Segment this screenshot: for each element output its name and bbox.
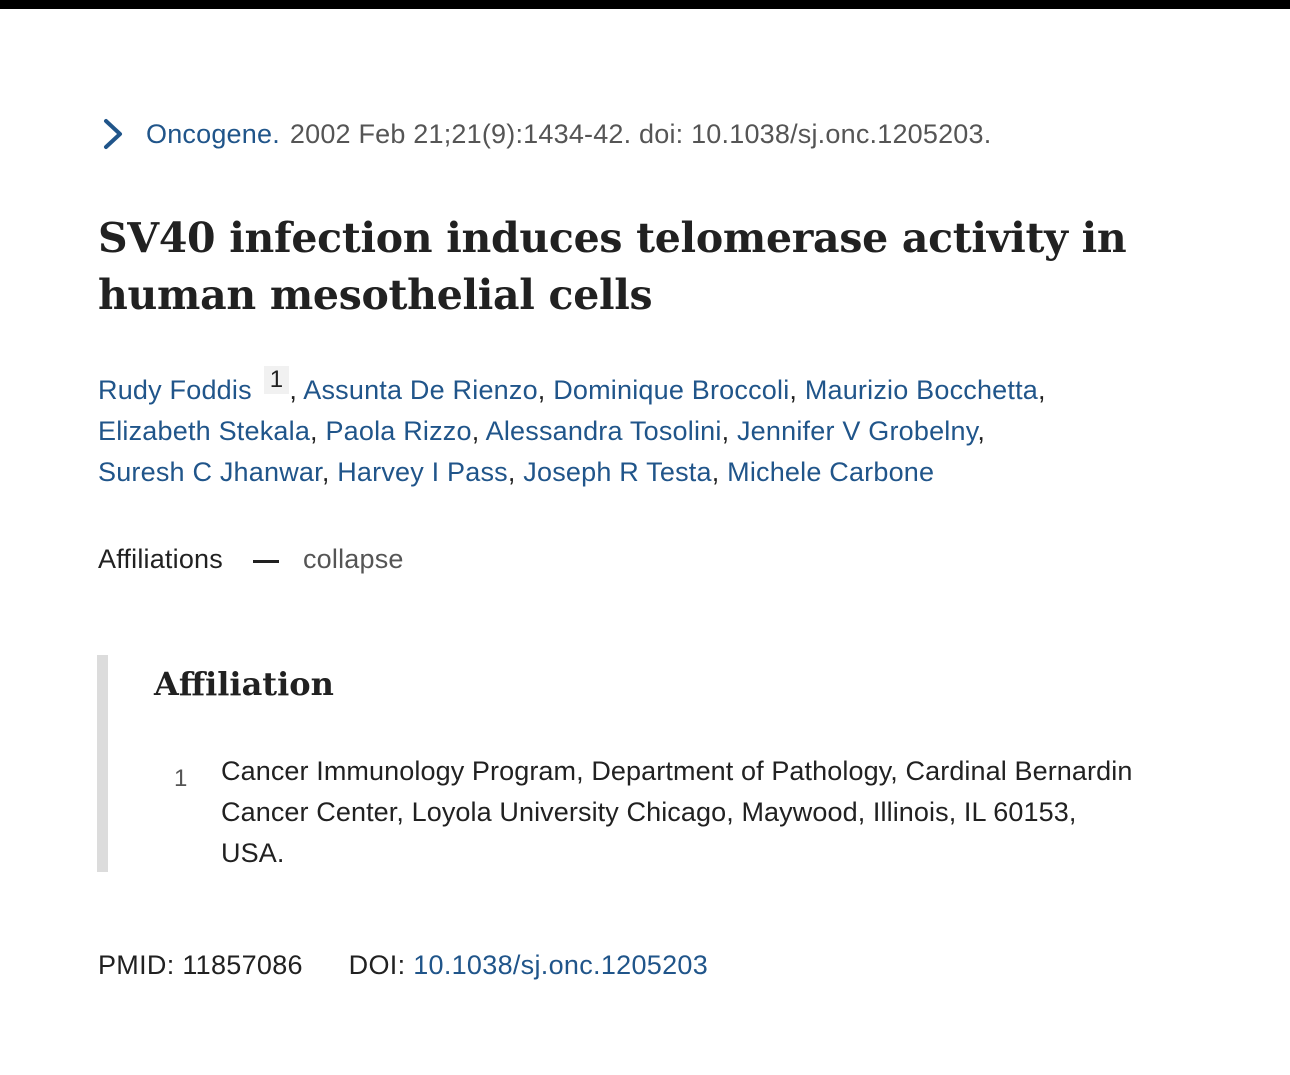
affiliations-toggle[interactable]: Affiliations collapse [98, 544, 404, 575]
affiliation-ref-button[interactable]: 1 [263, 366, 290, 394]
article-title: SV40 infection induces telomerase activi… [98, 214, 1127, 319]
author-link[interactable]: Rudy Foddis [98, 375, 252, 405]
chevron-right-icon[interactable] [100, 118, 126, 150]
author-link[interactable]: Harvey I Pass [337, 457, 508, 487]
pmid-label: PMID: [98, 950, 175, 980]
author-link[interactable]: Dominique Broccoli [553, 375, 790, 405]
journal-link[interactable]: Oncogene. [146, 118, 280, 149]
affiliation-panel: Affiliation 1 Cancer Immunology Program,… [97, 655, 1188, 872]
authors-list: Rudy Foddis 1, Assunta De Rienzo, Dominiq… [98, 366, 1046, 487]
author-link[interactable]: Jennifer V Grobelny [736, 416, 978, 446]
identifiers: PMID: 11857086 DOI: 10.1038/sj.onc.12052… [98, 950, 708, 981]
citation: Oncogene. 2002 Feb 21;21(9):1434-42. doi… [100, 118, 991, 150]
author-link[interactable]: Maurizio Bocchetta [804, 375, 1039, 405]
author-link[interactable]: Assunta De Rienzo [303, 375, 538, 405]
author-link[interactable]: Elizabeth Stekala [98, 416, 311, 446]
collapse-button[interactable]: collapse [302, 544, 404, 574]
author-link[interactable]: Michele Carbone [727, 457, 935, 487]
affiliation-heading: Affiliation [154, 665, 334, 703]
pmid-value: 11857086 [182, 950, 303, 980]
affiliations-label: Affiliations [98, 544, 223, 574]
doi-link[interactable]: 10.1038/sj.onc.1205203 [413, 950, 709, 980]
doi-label: DOI: [348, 950, 406, 980]
citation-details: 2002 Feb 21;21(9):1434-42. doi: 10.1038/… [289, 118, 992, 149]
author-link[interactable]: Suresh C Jhanwar [98, 457, 322, 487]
affiliation-text: Cancer Immunology Program, Department of… [221, 756, 1133, 868]
author-link[interactable]: Joseph R Testa [523, 457, 712, 487]
author-link[interactable]: Alessandra Tosolini [485, 416, 722, 446]
minus-icon [252, 560, 279, 563]
author-link[interactable]: Paola Rizzo [325, 416, 472, 446]
affiliation-number: 1 [174, 765, 188, 792]
top-bar [0, 0, 1290, 9]
affiliation-item: 1 Cancer Immunology Program, Department … [174, 751, 1154, 874]
